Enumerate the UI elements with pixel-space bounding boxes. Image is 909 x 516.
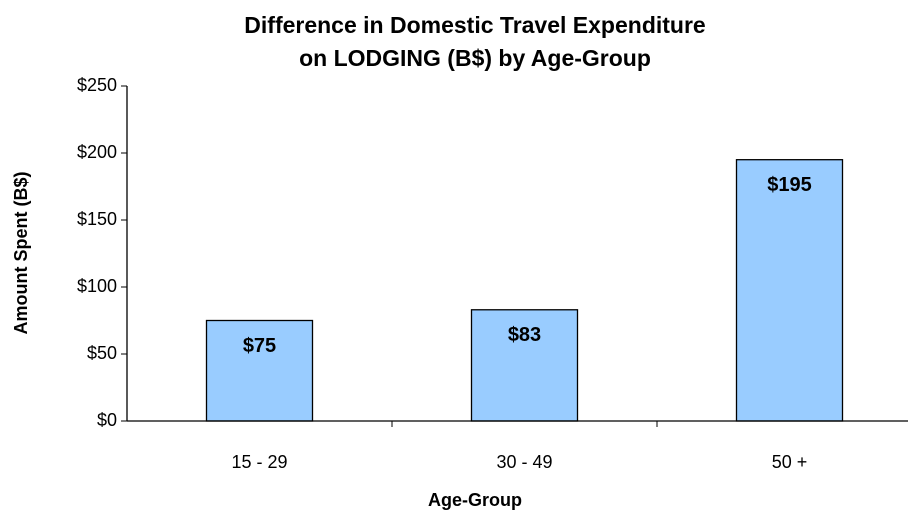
y-axis-label: Amount Spent (B$) [11,172,31,335]
x-axis-label: Age-Group [428,490,522,510]
value-label: $75 [243,335,276,357]
bar [735,159,844,422]
x-tick-label: 15 - 29 [231,452,287,472]
x-tick-label: 30 - 49 [496,452,552,472]
value-label: $195 [767,174,812,196]
y-tick-label: $200 [77,142,117,162]
bar [470,309,579,422]
chart-title: on LODGING (B$) by Age-Group [299,45,651,71]
x-tick-label: 50 + [772,452,808,472]
y-tick-label: $150 [77,209,117,229]
y-tick-label: $50 [87,343,117,363]
value-label: $83 [508,324,541,346]
y-tick-label: $100 [77,276,117,296]
y-tick-label: $0 [97,410,117,430]
chart-title: Difference in Domestic Travel Expenditur… [244,12,705,38]
y-tick-label: $250 [77,75,117,95]
